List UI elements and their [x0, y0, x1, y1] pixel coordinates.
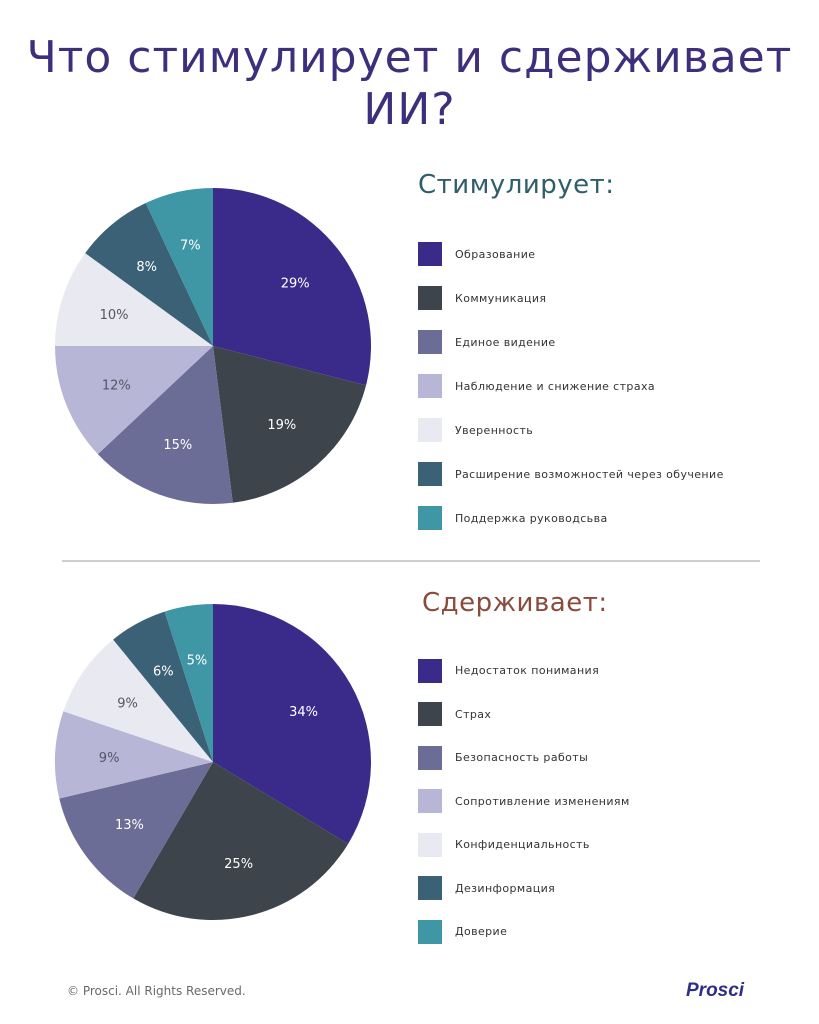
barriers-legend-swatch: [418, 876, 442, 901]
barriers-slice-label-2: 25%: [224, 857, 253, 872]
barriers-slice-label-1: 34%: [289, 705, 318, 720]
drivers-slice-6: [85, 203, 213, 346]
drivers-legend-item: Образование: [418, 232, 724, 276]
drivers-legend-swatch: [418, 418, 442, 442]
barriers-legend-swatch: [418, 789, 442, 814]
section-divider: [62, 560, 760, 562]
barriers-legend-label: Дезинформация: [455, 881, 556, 895]
drivers-legend-swatch: [418, 462, 442, 486]
barriers-legend-label: Страх: [455, 707, 492, 721]
barriers-slice-6: [113, 611, 213, 762]
barriers-slice-label-3: 13%: [115, 818, 144, 833]
barriers-legend-swatch: [418, 702, 442, 727]
barriers-legend-swatch: [418, 745, 442, 770]
barriers-legend-swatch: [418, 919, 442, 944]
barriers-legend-label: Недостаток понимания: [455, 664, 600, 678]
drivers-slice-label-5: 10%: [100, 308, 129, 323]
main-title: Что стимулирует и сдерживает ИИ?: [26, 32, 793, 135]
drivers-slice-label-2: 19%: [267, 418, 296, 433]
drivers-slice-label-3: 15%: [163, 438, 192, 453]
drivers-slice-1: [213, 188, 371, 386]
drivers-heading: Стимулирует:: [418, 170, 615, 200]
barriers-slice-label-7: 5%: [187, 653, 208, 668]
drivers-legend-item: Поддержка руководсьва: [418, 496, 724, 540]
pie-chart-barriers: 34% 25% 13% 9% 9% 6% 5%: [55, 604, 372, 920]
barriers-legend-item: Безопасность работы: [418, 736, 630, 780]
drivers-legend-label: Расширение возможностей через обучение: [455, 467, 724, 481]
drivers-legend-label: Образование: [455, 247, 536, 261]
barriers-legend-swatch: [418, 658, 442, 683]
drivers-legend: Образование Коммуникация Единое видение Наб…: [418, 232, 724, 540]
drivers-slice-label-1: 29%: [281, 276, 310, 291]
copyright-text: © Prosci. All Rights Reserved.: [67, 984, 246, 998]
barriers-slice-5: [63, 639, 213, 762]
barriers-slice-7: [164, 604, 213, 762]
drivers-legend-label: Наблюдение и снижение страха: [455, 379, 656, 393]
drivers-slice-label-6: 8%: [136, 260, 157, 275]
barriers-legend-label: Доверие: [455, 925, 508, 939]
drivers-legend-item: Расширение возможностей через обучение: [418, 452, 724, 496]
barriers-slice-3: [59, 762, 213, 899]
barriers-legend-swatch: [418, 832, 442, 857]
barriers-slice-1: [213, 604, 372, 844]
pie-chart-drivers: 29% 19% 15% 12% 10% 8% 7%: [55, 188, 371, 504]
barriers-slice-label-4: 9%: [99, 751, 120, 766]
barriers-legend-label: Конфиденциальность: [455, 838, 590, 852]
drivers-legend-swatch: [418, 330, 442, 354]
barriers-legend-item: Сопротивление изменениям: [418, 780, 630, 824]
barriers-slice-label-6: 6%: [153, 665, 174, 680]
drivers-legend-item: Уверенность: [418, 408, 724, 452]
drivers-legend-swatch: [418, 506, 442, 530]
drivers-legend-label: Поддержка руководсьва: [455, 511, 608, 525]
barriers-legend-item: Конфиденциальность: [418, 823, 630, 867]
barriers-slice-label-5: 9%: [117, 697, 138, 712]
barriers-slice-4: [55, 711, 213, 799]
drivers-slice-5: [55, 253, 213, 346]
drivers-legend-swatch: [418, 242, 442, 266]
barriers-legend-label: Безопасность работы: [455, 751, 589, 765]
drivers-slice-2: [213, 346, 367, 503]
drivers-legend-swatch: [418, 286, 442, 310]
drivers-slice-label-4: 12%: [102, 378, 131, 393]
barriers-legend-label: Сопротивление изменениям: [455, 794, 630, 808]
prosci-logo: Prosci: [686, 980, 745, 1001]
drivers-legend-label: Коммуникация: [455, 291, 547, 305]
drivers-legend-label: Единое видение: [455, 335, 556, 349]
drivers-legend-item: Наблюдение и снижение страха: [418, 364, 724, 408]
barriers-legend-item: Страх: [418, 693, 630, 737]
barriers-legend-item: Дезинформация: [418, 867, 630, 911]
barriers-slice-2: [133, 762, 349, 920]
drivers-slice-3: [97, 346, 233, 504]
drivers-legend-swatch: [418, 374, 442, 398]
barriers-legend-item: Недостаток понимания: [418, 649, 630, 693]
barriers-legend: Недостаток понимания Страх Безопасность ра…: [418, 649, 630, 954]
drivers-slice-4: [55, 346, 213, 455]
barriers-legend-item: Доверие: [418, 910, 630, 954]
drivers-slice-7: [145, 188, 213, 346]
drivers-slice-label-7: 7%: [180, 239, 201, 254]
barriers-heading: Сдерживает:: [422, 588, 608, 618]
drivers-legend-item: Коммуникация: [418, 276, 724, 320]
drivers-legend-item: Единое видение: [418, 320, 724, 364]
drivers-legend-label: Уверенность: [455, 423, 534, 437]
